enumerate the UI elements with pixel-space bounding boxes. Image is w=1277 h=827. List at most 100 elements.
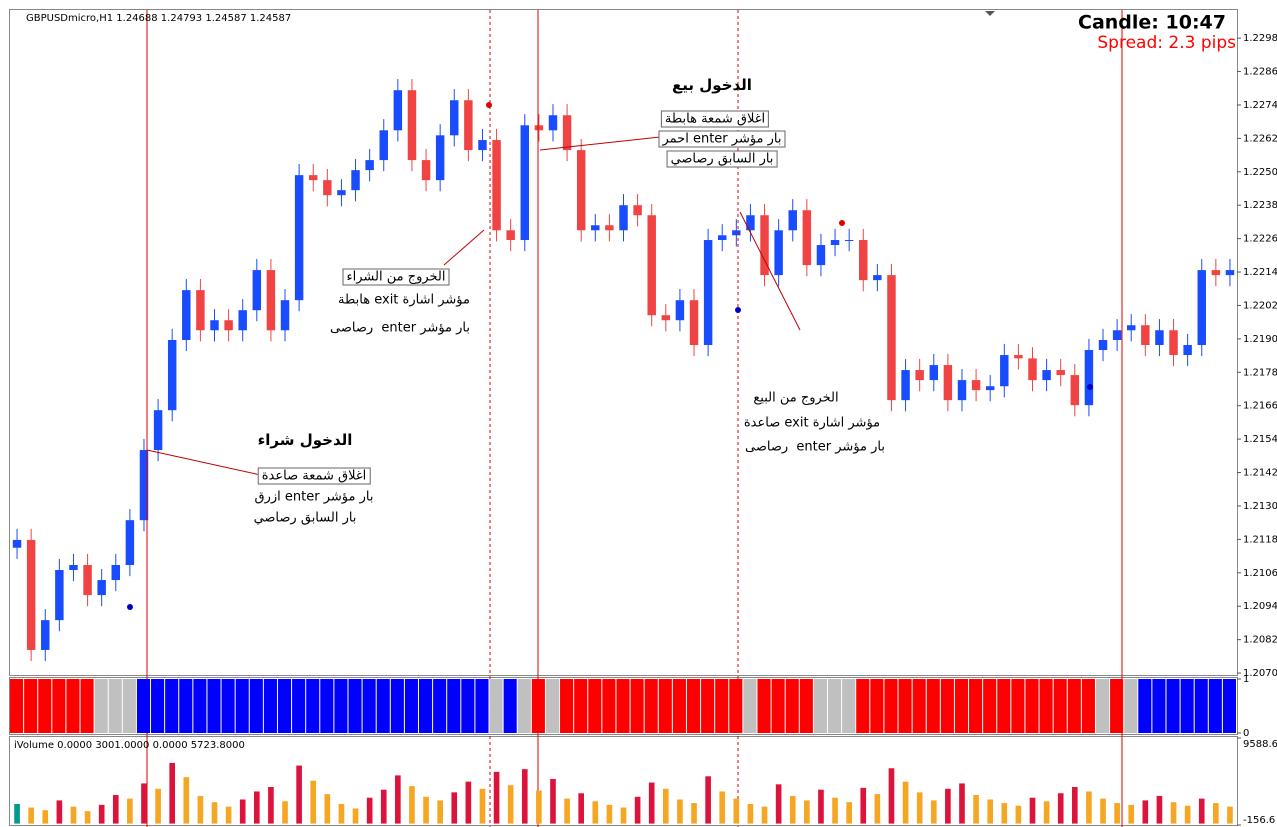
candle-body	[675, 300, 685, 321]
indicator-bar	[179, 679, 193, 733]
indicator-bar	[616, 679, 630, 733]
volume-bar	[493, 771, 500, 824]
y-tick-label: 1.22380	[1243, 200, 1277, 211]
volume-bar	[1128, 804, 1135, 824]
indicator-bar	[1124, 679, 1138, 733]
y-tick-label: 1.22020	[1243, 300, 1277, 311]
volume-bar	[521, 769, 528, 824]
main-frame	[9, 9, 1238, 676]
annotation: الخروج من الشراء	[342, 268, 450, 286]
volume-bar	[606, 804, 613, 824]
volume-bar	[14, 803, 20, 824]
indicator-bar	[249, 679, 263, 733]
candle-body	[478, 140, 487, 151]
indicator-bar	[940, 679, 954, 733]
indicator-bar	[503, 679, 517, 733]
indicator-bar	[404, 679, 418, 733]
volume-bar	[1043, 801, 1050, 824]
candle-body	[421, 160, 431, 181]
indicator-frame	[9, 677, 1238, 735]
indicator-bar	[630, 679, 644, 733]
indicator-bar	[912, 679, 926, 733]
volume-bar	[1100, 798, 1106, 824]
volume-bar	[592, 801, 599, 824]
volume-bar	[1156, 795, 1163, 824]
volume-label: iVolume 0.0000 3001.0000 0.0000 5723.800…	[14, 740, 245, 751]
candle-body	[844, 240, 854, 242]
candle-body	[971, 380, 981, 391]
candle-body	[1126, 325, 1136, 331]
y-tick-label: 1.21180	[1243, 534, 1277, 545]
volume-bar	[1142, 800, 1149, 824]
indicator-bar	[983, 679, 997, 733]
candle-body	[760, 215, 769, 276]
volume-bar	[42, 810, 49, 824]
volume-bar	[804, 800, 810, 824]
candle-body	[139, 449, 149, 521]
y-tick-label: 1.21780	[1243, 367, 1277, 378]
volume-bar	[536, 790, 542, 824]
candle-body	[703, 240, 713, 346]
indicator-bar	[38, 679, 52, 733]
y-tick-label: 1.21300	[1243, 501, 1277, 512]
volume-bar	[719, 791, 726, 824]
y-tick-label: 1.22620	[1243, 133, 1277, 144]
indicator-bar	[52, 679, 66, 733]
indicator-bar	[320, 679, 334, 733]
candle-body	[887, 275, 896, 401]
candle-body	[323, 180, 332, 196]
indicator-bar	[588, 679, 602, 733]
candle-body	[26, 539, 36, 650]
indicator-bar	[136, 679, 151, 733]
indicator-bar	[743, 679, 757, 733]
volume-bar	[1029, 797, 1036, 824]
volume-bar	[28, 807, 34, 824]
buy-dot	[735, 307, 741, 313]
indicator-bar	[292, 679, 306, 733]
volume-bar	[310, 780, 317, 824]
candle-body	[1084, 350, 1094, 406]
indicator-bar	[207, 679, 221, 733]
indicator-bar	[348, 679, 362, 733]
volume-bar	[183, 777, 190, 824]
annotation: بار مؤشر enter ازرق	[254, 489, 374, 505]
indicator-bar	[108, 679, 122, 733]
indicator-bar	[165, 679, 179, 733]
candle-body	[1028, 358, 1037, 381]
volume-bar	[705, 776, 711, 824]
indicator-bar	[235, 679, 249, 733]
volume-bar	[987, 799, 994, 824]
indicator-bar	[419, 679, 433, 733]
candle-body	[619, 205, 628, 231]
volume-bar	[465, 781, 472, 824]
y-tick-label: 1.20940	[1243, 601, 1277, 612]
candle-body	[985, 386, 995, 391]
volume-bar	[1170, 802, 1177, 824]
volume-bar	[888, 768, 895, 824]
candle-body	[717, 235, 727, 241]
indicator-bar	[1138, 679, 1152, 733]
y-tick-label: 1.22260	[1243, 234, 1277, 245]
volume-bar	[860, 787, 867, 824]
indicator-bar	[574, 679, 588, 733]
volume-bar	[691, 803, 697, 824]
buy-dot	[1087, 384, 1093, 390]
volume-bar	[1015, 805, 1022, 824]
candle-body	[464, 100, 473, 151]
annotation: الدخول بيع	[672, 76, 752, 94]
volume-bar	[973, 795, 979, 824]
candle-body	[182, 290, 191, 340]
candle-body	[450, 100, 459, 136]
volume-bar	[1184, 805, 1191, 824]
volume-bar	[155, 788, 161, 824]
volume-bar	[56, 800, 63, 824]
indicator-bar	[715, 679, 729, 733]
indicator-bar	[997, 679, 1011, 733]
candle-body	[435, 135, 445, 181]
candle-body	[1197, 270, 1206, 346]
indicator-bar	[1208, 679, 1222, 733]
volume-bar	[578, 793, 585, 824]
volume-tick-label: -156.6	[1243, 815, 1275, 826]
candle-body	[534, 125, 544, 131]
indicator-bar	[884, 679, 898, 733]
